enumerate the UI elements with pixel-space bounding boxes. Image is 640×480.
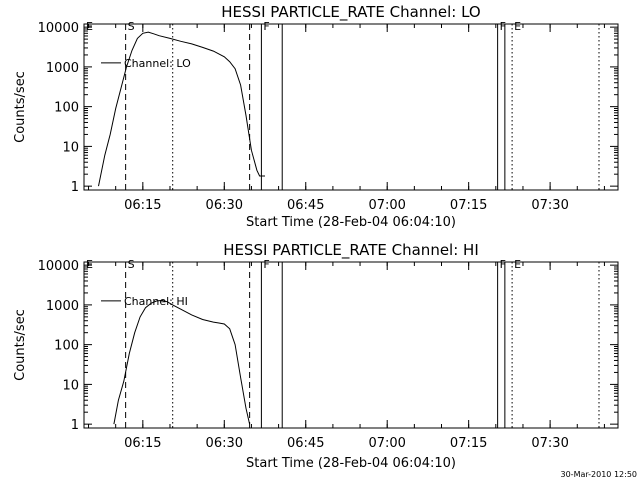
x-tick-label: 06:30 xyxy=(206,436,243,451)
x-tick-label: 07:15 xyxy=(450,436,487,451)
x-tick-label: 07:30 xyxy=(531,436,568,451)
x-tick-label: 07:30 xyxy=(531,198,568,213)
x-tick-label: 06:45 xyxy=(287,198,324,213)
event-marker-label: E xyxy=(86,258,93,271)
x-tick-label: 06:15 xyxy=(124,198,161,213)
legend-label: Channel: LO xyxy=(124,57,191,70)
event-marker-label: F xyxy=(263,258,269,271)
event-marker-label: E xyxy=(514,20,521,33)
event-marker-label: F xyxy=(500,20,506,33)
y-tick-label: 1 xyxy=(71,180,79,195)
y-axis-label: Counts/sec xyxy=(13,71,28,143)
y-axis-label: Counts/sec xyxy=(13,309,28,381)
x-axis-label: Start Time (28-Feb-04 06:04:10) xyxy=(246,456,456,471)
event-marker-label: F xyxy=(500,258,506,271)
event-marker-label: S xyxy=(128,258,135,271)
footer-timestamp: 30-Mar-2010 12:50 xyxy=(561,470,638,479)
y-tick-label: 1 xyxy=(71,418,79,433)
y-tick-label: 1000 xyxy=(46,299,79,314)
y-tick-label: 10 xyxy=(62,378,79,393)
y-tick-label: 100 xyxy=(54,339,79,354)
x-tick-label: 07:15 xyxy=(450,198,487,213)
plot-frame xyxy=(83,23,619,191)
chart-title: HESSI PARTICLE_RATE Channel: HI xyxy=(223,241,479,260)
x-tick-label: 06:30 xyxy=(206,198,243,213)
y-tick-label: 10000 xyxy=(38,21,79,36)
chart-title: HESSI PARTICLE_RATE Channel: LO xyxy=(221,3,480,22)
event-marker-label: E xyxy=(514,258,521,271)
x-tick-label: 07:00 xyxy=(368,198,405,213)
y-tick-label: 10 xyxy=(62,140,79,155)
y-tick-label: 1000 xyxy=(46,61,79,76)
series-line xyxy=(98,31,265,187)
y-tick-label: 10000 xyxy=(38,259,79,274)
x-tick-label: 07:00 xyxy=(368,436,405,451)
x-tick-label: 06:45 xyxy=(287,436,324,451)
event-marker-label: S xyxy=(128,20,135,33)
x-axis-label: Start Time (28-Feb-04 06:04:10) xyxy=(246,215,456,230)
plot-frame xyxy=(83,261,619,429)
event-marker-label: E xyxy=(86,20,93,33)
x-tick-label: 06:15 xyxy=(124,436,161,451)
lo-channel-panel: HESSI PARTICLE_RATE Channel: LO 1 10 100 100… xyxy=(13,3,619,230)
legend-label: Channel: HI xyxy=(124,295,188,308)
y-tick-label: 100 xyxy=(54,101,79,116)
series-line xyxy=(113,299,251,425)
event-marker-label: F xyxy=(263,20,269,33)
hi-channel-panel: HESSI PARTICLE_RATE Channel: HI 1 10 100 100… xyxy=(13,241,619,471)
